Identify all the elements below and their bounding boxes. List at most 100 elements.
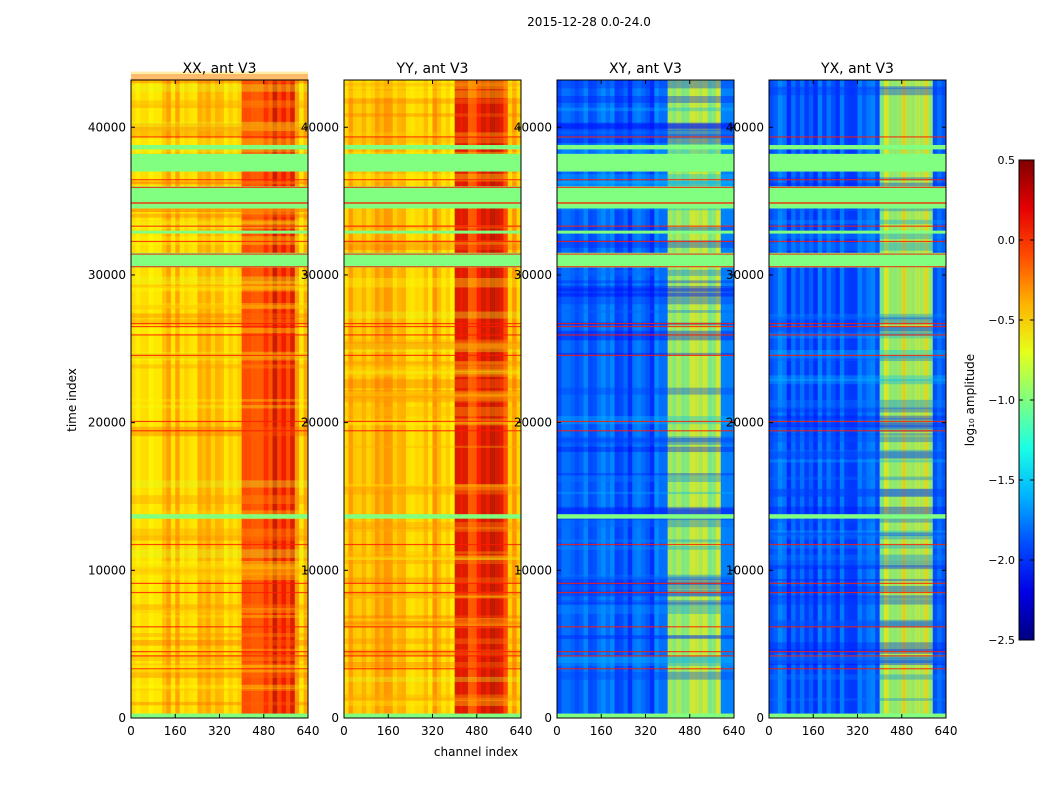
channel-stripe <box>348 80 354 718</box>
time-band <box>344 527 521 532</box>
channel-stripe <box>206 80 211 718</box>
channel-stripe <box>658 80 664 718</box>
time-band <box>131 480 308 488</box>
time-band <box>769 318 946 325</box>
channel-stripe <box>161 80 167 718</box>
channel-stripe <box>175 80 180 718</box>
time-band <box>769 476 946 481</box>
time-band <box>344 554 521 565</box>
time-band <box>344 557 521 561</box>
panel-title: YX, ant V3 <box>820 61 894 77</box>
time-band <box>769 449 946 459</box>
time-band <box>769 418 946 422</box>
time-band <box>769 326 946 332</box>
time-band <box>557 285 734 292</box>
rfi-row <box>557 334 734 336</box>
rfi-row <box>131 202 308 204</box>
x-tick-label: 640 <box>935 724 958 738</box>
channel-stripe <box>131 80 136 718</box>
rfi-row <box>557 253 734 255</box>
channel-stripe <box>507 80 513 718</box>
channel-stripe <box>888 80 894 718</box>
flagged-range <box>344 514 521 519</box>
channel-stripe <box>853 80 858 718</box>
time-band <box>344 366 521 372</box>
channel-stripe <box>870 80 876 718</box>
x-tick-label: 640 <box>510 724 533 738</box>
time-band <box>344 173 521 182</box>
time-band <box>131 205 308 215</box>
time-band <box>769 232 946 240</box>
time-band <box>769 349 946 359</box>
time-band <box>557 517 734 521</box>
channel-stripe <box>707 80 713 718</box>
flagged-range <box>131 514 308 519</box>
channel-stripe <box>210 80 216 718</box>
channel-stripe <box>405 80 411 718</box>
time-band <box>344 360 521 365</box>
time-band <box>769 242 946 251</box>
channel-stripe <box>698 80 704 718</box>
rfi-row <box>131 240 308 243</box>
channel-stripe <box>614 80 620 718</box>
rfi-row <box>344 668 521 670</box>
time-band <box>344 225 521 229</box>
channel-stripe <box>773 80 779 718</box>
channel-stripe <box>623 80 629 718</box>
channel-stripe <box>215 80 220 718</box>
time-band <box>769 621 946 627</box>
y-tick-label: 20000 <box>301 416 339 430</box>
channel-stripe <box>370 80 376 718</box>
time-band <box>131 123 308 131</box>
time-band <box>131 204 308 213</box>
time-band <box>131 138 308 147</box>
time-band <box>557 129 734 137</box>
rfi-row <box>557 668 734 670</box>
time-band <box>769 421 946 430</box>
time-band <box>769 488 946 497</box>
time-band <box>769 660 946 663</box>
time-band <box>344 595 521 598</box>
channel-stripe <box>627 80 633 718</box>
y-tick-label: 0 <box>118 711 126 725</box>
rfi-row <box>344 420 521 423</box>
time-band <box>557 508 734 515</box>
time-band <box>769 219 946 225</box>
channel-stripe <box>587 80 593 718</box>
rfi-row <box>769 240 946 243</box>
channel-stripe <box>379 80 385 718</box>
channel-stripe <box>725 80 730 718</box>
heatmap-panel: YY, ant V3 0 160 320 480 640 0 10000 20000 30000 4… <box>301 61 533 738</box>
channel-stripe <box>428 80 433 718</box>
rfi-row <box>131 325 308 328</box>
time-band <box>344 369 521 377</box>
time-band <box>131 276 308 285</box>
time-band <box>557 96 734 103</box>
time-band <box>557 656 734 663</box>
time-band <box>344 80 521 90</box>
channel-stripe <box>219 80 225 718</box>
time-band <box>344 697 521 701</box>
y-tick-label: 20000 <box>88 416 126 430</box>
time-band <box>344 622 521 626</box>
flagged-range <box>769 186 946 209</box>
channel-stripe <box>808 80 814 718</box>
rfi-row <box>344 334 521 336</box>
rfi-row <box>769 591 946 594</box>
channel-stripe <box>901 80 907 718</box>
rfi-row <box>769 655 946 657</box>
rfi-row <box>344 430 521 432</box>
time-band <box>344 620 521 624</box>
time-band <box>769 433 946 436</box>
time-band <box>344 591 521 599</box>
rfi-row <box>769 651 946 653</box>
colorbar-tick-label: −1.0 <box>988 394 1015 407</box>
channel-stripe <box>445 80 451 718</box>
rfi-row <box>344 543 521 546</box>
x-tick-label: 160 <box>590 724 613 738</box>
time-band <box>344 484 521 491</box>
channel-stripe <box>932 80 938 718</box>
channel-stripe <box>596 80 602 718</box>
channel-stripe <box>703 80 708 718</box>
rfi-row <box>557 266 734 268</box>
